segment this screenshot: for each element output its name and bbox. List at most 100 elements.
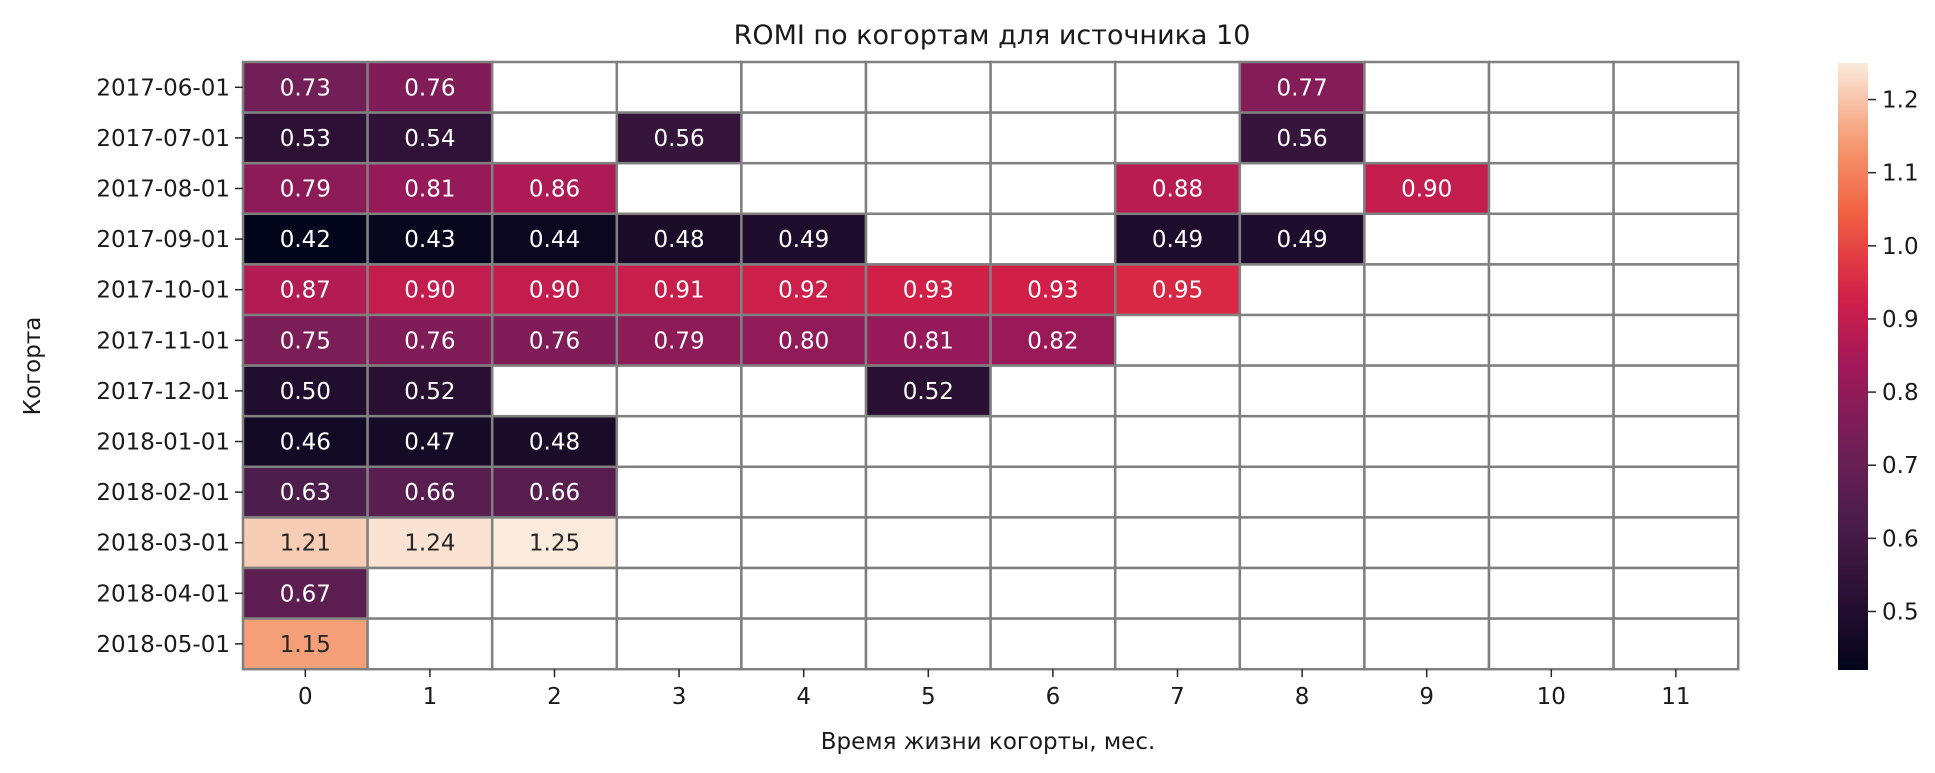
x-tick-label: 8	[1295, 684, 1310, 710]
y-tick-label: 2017-11-01	[96, 328, 230, 354]
colorbar-tick-label: 0.9	[1882, 307, 1919, 333]
cell-value-label: 0.90	[404, 278, 455, 304]
heatmap-cell	[490, 566, 619, 620]
heatmap-cell	[864, 465, 992, 519]
heatmap-cell	[615, 364, 743, 418]
heatmap-cell	[1487, 566, 1615, 620]
cell-value-label: 0.87	[280, 278, 331, 304]
heatmap-cell	[864, 414, 992, 469]
heatmap-cell	[864, 516, 992, 570]
heatmap-cell	[1487, 414, 1615, 469]
colorbar-tick-label: 1.0	[1882, 234, 1919, 260]
x-axis: 0 1 2 3 4 5 6 7 8 9 10 11	[298, 669, 1691, 710]
heatmap-cell	[864, 60, 992, 114]
heatmap-cell	[989, 465, 1117, 519]
cell-value-label: 0.52	[903, 379, 954, 405]
heatmap-cell	[1612, 566, 1740, 620]
colorbar-tick-label: 0.6	[1882, 526, 1919, 552]
heatmap-cell	[1363, 161, 1491, 216]
cell-value-label: 1.21	[280, 531, 331, 557]
heatmap-cell	[1238, 566, 1366, 620]
x-tick-label: 10	[1537, 684, 1566, 710]
heatmap-cell	[1487, 465, 1615, 519]
heatmap-cell	[1487, 263, 1615, 317]
heatmap-cell	[1113, 313, 1242, 367]
heatmap-cell	[740, 617, 868, 671]
heatmap-cell	[490, 617, 619, 671]
heatmap-cell	[366, 617, 494, 671]
heatmap-cell	[864, 617, 992, 671]
cell-value-label: 0.53	[280, 126, 331, 152]
heatmap-cell	[1612, 313, 1740, 367]
heatmap-cell	[740, 414, 868, 469]
heatmap-cell	[490, 516, 619, 570]
heatmap-cell	[989, 111, 1117, 165]
heatmap-cell	[1612, 263, 1740, 317]
heatmap-cell	[1487, 617, 1615, 671]
heatmap-cell	[490, 364, 619, 418]
heatmap-cell	[1363, 516, 1491, 570]
cell-value-label: 0.44	[529, 227, 580, 253]
heatmap-cell	[1238, 516, 1366, 570]
cell-value-label: 0.48	[529, 430, 580, 456]
heatmap-cell	[989, 516, 1117, 570]
cell-value-label: 0.66	[529, 480, 580, 506]
cell-value-label: 0.88	[1152, 177, 1203, 203]
heatmap-cell	[864, 161, 992, 216]
colorbar-tick-label: 1.2	[1882, 88, 1919, 114]
cell-value-label: 0.76	[404, 75, 455, 101]
heatmap-cell	[1612, 414, 1740, 469]
cell-value-label: 0.90	[529, 278, 580, 304]
heatmap-cell	[241, 263, 369, 317]
heatmap-cell	[1487, 313, 1615, 367]
y-axis: 2017-06-01 2017-07-01 2017-08-01 2017-09-01…	[96, 75, 243, 658]
x-tick-label: 5	[921, 684, 936, 710]
cell-value-label: 0.56	[653, 126, 704, 152]
heatmap-cell	[1612, 111, 1740, 165]
heatmap-cell	[1612, 161, 1740, 216]
heatmap-cell	[989, 60, 1117, 114]
heatmap-cell	[1363, 465, 1491, 519]
cell-value-label: 0.90	[1401, 177, 1452, 203]
heatmap-cell	[1363, 617, 1491, 671]
heatmap-cell	[1238, 263, 1366, 317]
heatmap-cell	[1363, 313, 1491, 367]
heatmap-cell	[615, 111, 743, 165]
cell-value-label: 0.49	[1276, 227, 1327, 253]
cell-value-label: 0.82	[1027, 328, 1078, 354]
chart-title: ROMI по когортам для источника 10	[734, 20, 1251, 51]
cell-value-label: 0.81	[404, 177, 455, 203]
heatmap-cell	[615, 161, 743, 216]
y-tick-label: 2017-09-01	[96, 227, 230, 253]
cell-value-label: 0.49	[778, 227, 829, 253]
heatmap-cell	[1113, 465, 1242, 519]
heatmap-cell	[490, 263, 619, 317]
cell-value-label: 0.50	[280, 379, 331, 405]
heatmap-cell	[1612, 617, 1740, 671]
cell-value-label: 0.52	[404, 379, 455, 405]
cell-value-label: 0.42	[280, 227, 331, 253]
heatmap-cell	[1612, 364, 1740, 418]
heatmap-cell	[366, 566, 494, 620]
y-tick-label: 2017-06-01	[96, 75, 230, 101]
y-tick-label: 2018-02-01	[96, 480, 230, 506]
y-tick-label: 2018-04-01	[96, 581, 230, 607]
heatmap-cell	[615, 414, 743, 469]
heatmap-cell	[1363, 212, 1491, 266]
heatmap-cell	[615, 516, 743, 570]
heatmap-cell	[1363, 414, 1491, 469]
heatmap-cell	[615, 313, 743, 367]
heatmap-cell	[1363, 566, 1491, 620]
cell-value-label: 0.67	[280, 581, 331, 607]
cell-value-label: 0.76	[529, 328, 580, 354]
heatmap-cell	[1487, 60, 1615, 114]
heatmap-cell	[615, 465, 743, 519]
heatmap-cell	[366, 263, 494, 317]
cell-value-label: 0.47	[404, 430, 455, 456]
x-tick-label: 11	[1661, 684, 1690, 710]
y-tick-label: 2017-10-01	[96, 278, 230, 304]
cell-value-label: 0.79	[280, 177, 331, 203]
heatmap-cell	[1612, 516, 1740, 570]
x-tick-label: 7	[1170, 684, 1185, 710]
